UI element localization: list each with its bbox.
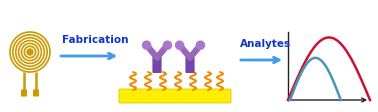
Circle shape bbox=[163, 41, 172, 49]
Circle shape bbox=[28, 50, 33, 55]
Circle shape bbox=[175, 41, 184, 49]
Circle shape bbox=[196, 41, 204, 49]
FancyBboxPatch shape bbox=[21, 89, 27, 97]
Circle shape bbox=[143, 41, 151, 49]
FancyBboxPatch shape bbox=[152, 57, 162, 73]
Text: Fabrication: Fabrication bbox=[62, 35, 129, 45]
FancyBboxPatch shape bbox=[33, 89, 39, 97]
FancyBboxPatch shape bbox=[185, 57, 195, 73]
FancyBboxPatch shape bbox=[119, 89, 231, 103]
Text: Analytes: Analytes bbox=[240, 39, 291, 49]
